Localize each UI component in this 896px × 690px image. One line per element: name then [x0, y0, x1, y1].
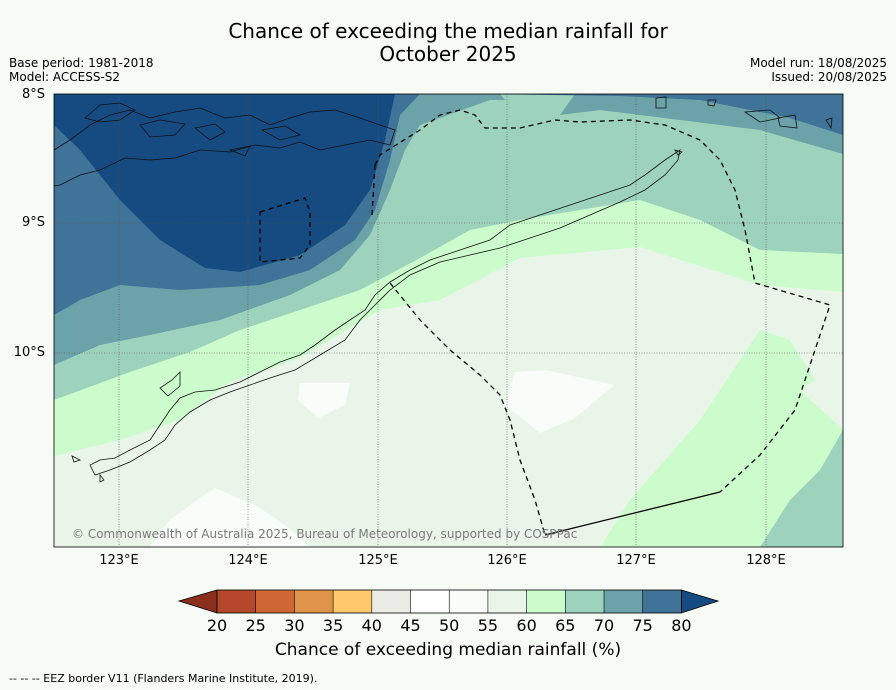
graticule — [54, 94, 843, 547]
colorbar-label-50: 50 — [439, 616, 460, 635]
eez-footnote: -- -- -- EEZ border V11 (Flanders Marine… — [9, 672, 318, 685]
colorbar-bin-40-45 — [371, 590, 411, 613]
colorbar-label-65: 65 — [555, 616, 576, 635]
model-name: Model: ACCESS-S2 — [9, 70, 121, 84]
title-line-2: October 2025 — [379, 42, 517, 66]
colorbar-label-35: 35 — [322, 616, 344, 635]
zone-50-55-patch-2 — [505, 370, 614, 433]
colorbar-label-80: 80 — [671, 616, 692, 635]
colorbar-label-70: 70 — [593, 616, 615, 635]
zone-50-55-patch-3 — [150, 488, 310, 547]
model-run: Model run: 18/08/2025 — [749, 56, 887, 70]
lat-tick-8s: 8°S — [21, 87, 45, 102]
map-frame — [53, 93, 844, 548]
base-period: Base period: 1981-2018 — [9, 56, 154, 70]
copyright-notice: © Commonwealth of Australia 2025, Bureau… — [72, 527, 578, 541]
lon-tick-126e: 126°E — [487, 553, 527, 568]
colorbar-bin-30-35 — [294, 590, 334, 613]
zone-above-80 — [54, 94, 395, 272]
colorbar-bin-70-75 — [604, 590, 643, 613]
colorbar-label-60: 60 — [516, 616, 537, 635]
lon-tick-127e: 127°E — [616, 553, 656, 568]
lon-tick-124e: 124°E — [228, 553, 268, 568]
lon-tick-125e: 125°E — [358, 553, 398, 568]
eez-border — [259, 109, 831, 536]
zone-60-65-southeast — [600, 330, 843, 547]
zone-65-70-north-patch — [500, 94, 575, 118]
colorbar-label-40: 40 — [361, 616, 382, 635]
issued-date: Issued: 20/08/2025 — [771, 70, 887, 84]
title-line-1: Chance of exceeding the median rainfall … — [228, 19, 668, 43]
lat-tick-10s: 10°S — [13, 345, 45, 360]
coastlines — [54, 96, 833, 483]
colorbar-bin-45-50 — [410, 590, 450, 613]
probability-field — [54, 94, 843, 547]
colorbar-bin-50-55 — [449, 590, 488, 613]
zone-65-70-southeast — [760, 430, 843, 547]
colorbar-label-30: 30 — [284, 616, 305, 635]
lat-tick-9s: 9°S — [21, 215, 45, 230]
colorbar-bin-60-65 — [526, 590, 566, 613]
map-title: Chance of exceeding the median rainfall … — [0, 20, 896, 66]
meta-left: Base period: 1981-2018 Model: ACCESS-S2 — [9, 56, 154, 84]
colorbar-bin-25-30 — [255, 590, 295, 613]
colorbar-title: Chance of exceeding median rainfall (%) — [274, 640, 622, 660]
colorbar-label-75: 75 — [632, 616, 653, 635]
zone-65-70-patch — [430, 150, 475, 212]
colorbar-bin-35-40 — [333, 590, 372, 613]
colorbar-label-55: 55 — [477, 616, 499, 635]
colorbar-label-20: 20 — [206, 616, 228, 635]
colorbar-label-25: 25 — [245, 616, 266, 635]
lon-tick-128e: 128°E — [746, 553, 786, 568]
colorbar-low-arrow — [177, 589, 218, 614]
lon-tick-123e: 123°E — [99, 553, 139, 568]
colorbar-label-45: 45 — [400, 616, 421, 635]
colorbar-bin-65-70 — [565, 590, 604, 613]
meta-right: Model run: 18/08/2025 Issued: 20/08/2025 — [750, 56, 887, 84]
colorbar-bin-55-60 — [487, 590, 527, 613]
colorbar — [177, 589, 720, 614]
colorbar-bin-20-25 — [217, 590, 256, 613]
zone-50-55-patch-1 — [298, 383, 350, 418]
eez-border-solid — [544, 491, 721, 536]
colorbar-high-arrow — [681, 589, 720, 614]
colorbar-bin-75-80 — [642, 590, 682, 613]
